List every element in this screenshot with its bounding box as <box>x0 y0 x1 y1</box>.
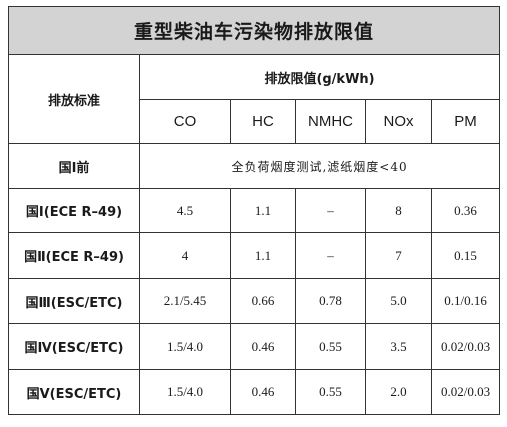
cell-nox: 7 <box>365 232 432 279</box>
column-header-co: CO <box>139 99 231 144</box>
cell-nmhc: 0.55 <box>295 323 366 370</box>
column-header-hc: HC <box>230 99 296 144</box>
table-row: 国Ⅳ(ESC/ETC) 1.5/4.0 0.46 0.55 3.5 0.02/0… <box>8 323 501 370</box>
cell-hc: 1.1 <box>230 188 296 233</box>
table-row: 国Ⅴ(ESC/ETC) 1.5/4.0 0.46 0.55 2.0 0.02/0… <box>8 369 501 415</box>
cell-nox: 3.5 <box>365 323 432 370</box>
cell-hc: 0.46 <box>230 369 296 415</box>
cell-nmhc: – <box>295 188 366 233</box>
cell-nmhc: 0.78 <box>295 278 366 324</box>
column-header-pm: PM <box>430 99 501 144</box>
row-label: 国Ⅰ(ECE R–49) <box>8 188 140 233</box>
cell-co: 1.5/4.0 <box>139 369 231 415</box>
cell-co: 4 <box>139 232 231 279</box>
table-row: 国Ⅰ前 全负荷烟度测试,滤纸烟度<40 <box>8 143 501 189</box>
column-header-nox: NOx <box>365 99 432 144</box>
cell-hc: 0.66 <box>230 278 296 324</box>
cell-pm: 0.36 <box>430 188 501 233</box>
column-header-nmhc: NMHC <box>295 99 366 144</box>
pre-row-note: 全负荷烟度测试,滤纸烟度<40 <box>138 143 501 189</box>
cell-nox: 8 <box>365 188 432 233</box>
cell-pm: 0.02/0.03 <box>430 323 501 370</box>
standard-header: 排放标准 <box>8 54 140 144</box>
row-label: 国Ⅴ(ESC/ETC) <box>8 369 140 415</box>
table-row: 国Ⅰ(ECE R–49) 4.5 1.1 – 8 0.36 <box>8 188 501 233</box>
emission-limits-table: 重型柴油车污染物排放限值 排放标准 排放限值(g/kWh) CO HC NMHC… <box>7 6 501 415</box>
cell-nmhc: – <box>295 232 366 279</box>
cell-pm: 0.1/0.16 <box>430 278 501 324</box>
cell-pm: 0.15 <box>430 232 501 279</box>
limit-header: 排放限值(g/kWh) <box>138 54 501 100</box>
cell-nox: 5.0 <box>365 278 432 324</box>
cell-hc: 1.1 <box>230 232 296 279</box>
row-label-pre: 国Ⅰ前 <box>8 143 140 189</box>
table-row: 国Ⅱ(ECE R–49) 4 1.1 – 7 0.15 <box>8 232 501 279</box>
cell-pm: 0.02/0.03 <box>430 369 501 415</box>
table-row: 国Ⅲ(ESC/ETC) 2.1/5.45 0.66 0.78 5.0 0.1/0… <box>8 278 501 324</box>
cell-co: 1.5/4.0 <box>139 323 231 370</box>
cell-hc: 0.46 <box>230 323 296 370</box>
cell-nox: 2.0 <box>365 369 432 415</box>
row-label: 国Ⅲ(ESC/ETC) <box>8 278 140 324</box>
cell-nmhc: 0.55 <box>295 369 366 415</box>
cell-co: 4.5 <box>139 188 231 233</box>
cell-co: 2.1/5.45 <box>139 278 231 324</box>
row-label: 国Ⅳ(ESC/ETC) <box>8 323 140 370</box>
table-title: 重型柴油车污染物排放限值 <box>7 6 501 55</box>
emission-table-container: 重型柴油车污染物排放限值 排放标准 排放限值(g/kWh) CO HC NMHC… <box>7 6 501 415</box>
row-label: 国Ⅱ(ECE R–49) <box>8 232 140 279</box>
